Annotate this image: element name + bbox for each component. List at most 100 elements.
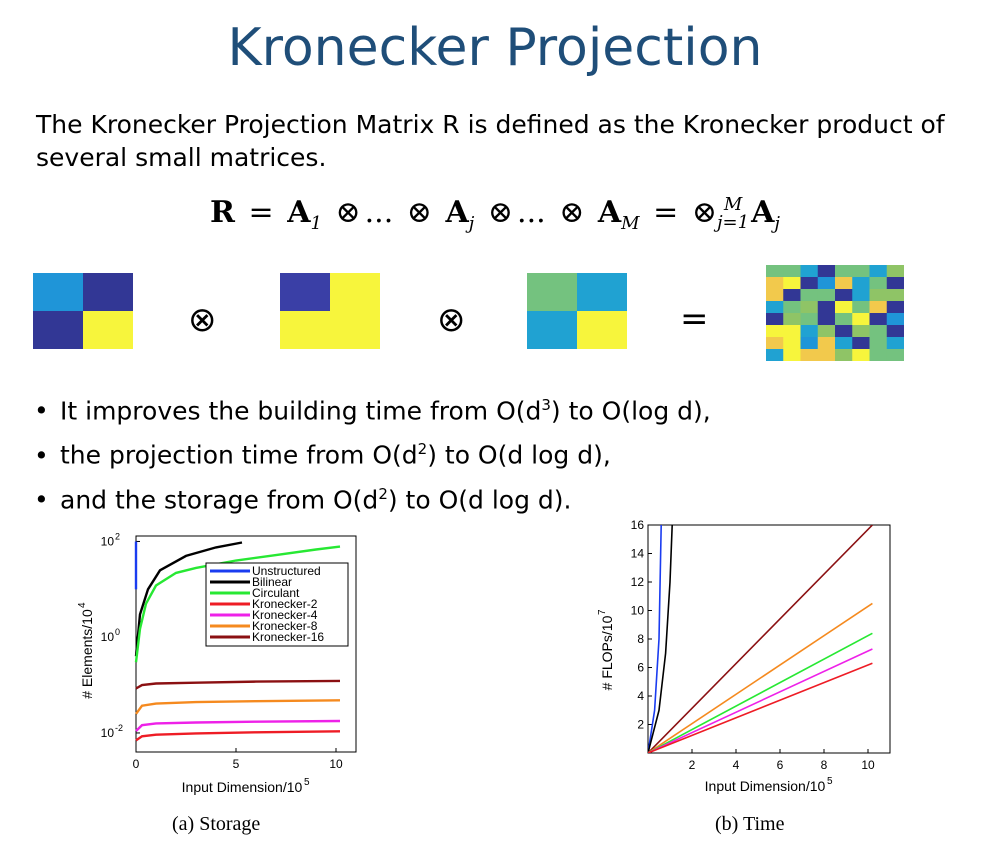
y-tick-label: 10	[101, 726, 115, 740]
result-cell	[817, 313, 836, 326]
y-axis-label-exponent: 4	[77, 602, 88, 608]
x-tick-label: 6	[777, 758, 784, 772]
series-line	[135, 679, 341, 690]
series-line	[648, 602, 873, 753]
matrix-a1	[33, 273, 133, 349]
formula-sub-m: M	[621, 213, 640, 234]
result-cell	[783, 337, 801, 350]
result-cell	[817, 301, 836, 314]
result-cell	[869, 325, 888, 338]
result-cell	[783, 265, 801, 278]
result-cell	[766, 277, 784, 290]
formula-dots-2: ...	[517, 195, 546, 230]
matrix-r	[766, 265, 904, 361]
series-line	[648, 525, 873, 753]
result-cell	[835, 277, 853, 290]
formula-otimes-big: ⊗	[691, 195, 717, 230]
bullet-text: the projection time from O(d	[60, 440, 418, 470]
result-cell	[817, 325, 836, 338]
matrix-a2	[280, 273, 380, 349]
result-cell	[766, 337, 784, 350]
series-line	[648, 632, 873, 753]
x-tick-label: 0	[133, 757, 140, 771]
result-cell	[869, 349, 888, 361]
result-cell	[886, 265, 904, 278]
legend-label: Kronecker-8	[252, 619, 318, 633]
result-cell	[817, 349, 836, 361]
result-cell	[817, 277, 836, 290]
legend-label: Circulant	[252, 586, 300, 600]
bullet-text: and the storage from O(d	[60, 484, 379, 514]
y-axis-label: # Elements/10	[79, 609, 95, 699]
x-axis-label-exponent: 5	[304, 777, 310, 788]
result-cell	[886, 349, 904, 361]
matrix-a3-cell	[527, 273, 577, 311]
result-cell	[817, 265, 836, 278]
result-cell	[869, 337, 888, 350]
y-tick-label: 6	[637, 661, 644, 675]
result-cell	[783, 289, 801, 302]
time-chart: 2 4 6 8 10 2 4 6 8 10 12 14 16 Input Dimension/10 5 # F…	[597, 518, 891, 794]
y-tick-exponent: 0	[115, 627, 120, 637]
result-cell	[800, 277, 819, 290]
result-cell	[766, 301, 784, 314]
result-cell	[869, 301, 888, 314]
bullet-list: • It improves the building time from O(d3…	[34, 386, 711, 519]
y-tick-label: 10	[631, 604, 645, 618]
series-line	[648, 648, 873, 753]
bullet-exponent: 3	[541, 396, 551, 414]
result-cell	[886, 277, 904, 290]
series-line	[134, 545, 341, 663]
bullet-item: • the projection time from O(d2) to O(d l…	[34, 430, 711, 474]
matrix-a2-cell	[280, 273, 330, 311]
result-cell	[817, 289, 836, 302]
y-tick-label: 14	[631, 547, 645, 561]
matrix-a2-cell	[280, 311, 330, 349]
series-line	[135, 699, 341, 715]
formula-otimes-1: ⊗	[335, 195, 361, 230]
result-cell	[783, 349, 801, 361]
bullet-dot: •	[34, 484, 49, 514]
y-tick-label: 16	[631, 518, 645, 532]
result-cell	[886, 313, 904, 326]
y-tick-exponent: 2	[115, 531, 120, 541]
result-cell	[835, 289, 853, 302]
plot-frame	[647, 524, 891, 754]
result-cell	[886, 289, 904, 302]
x-tick-label: 2	[689, 758, 696, 772]
matrix-a2-cell	[330, 273, 380, 311]
series-line	[135, 730, 341, 742]
result-cell	[800, 325, 819, 338]
formula-sub-1: 1	[310, 213, 322, 234]
legend-label: Bilinear	[252, 575, 292, 589]
formula-a-1: A	[287, 195, 311, 230]
y-tick-label: 8	[637, 632, 644, 646]
y-tick-label: 4	[637, 689, 644, 703]
formula-sub-final: j	[774, 213, 780, 234]
result-cell	[800, 349, 819, 361]
x-axis-label: Input Dimension/10	[182, 779, 303, 795]
formula-limit-upper: M	[723, 194, 743, 215]
result-cell	[852, 289, 870, 302]
y-tick-label: 2	[637, 718, 644, 732]
legend-label: Kronecker-4	[252, 608, 318, 622]
y-axis-label-group: # Elements/104	[77, 602, 95, 699]
matrix-a1-cell	[83, 273, 133, 311]
bullet-text-end: ) to O(log d),	[550, 396, 711, 426]
slide-title: Kronecker Projection	[227, 18, 763, 78]
intro-text: The Kronecker Projection Matrix R is def…	[36, 110, 945, 172]
result-cell	[766, 349, 784, 361]
result-cell	[800, 265, 819, 278]
formula-sub-j: j	[468, 213, 475, 234]
y-tick-label: 10	[101, 534, 115, 548]
x-tick-label: 5	[233, 757, 240, 771]
x-tick-label: 8	[821, 758, 828, 772]
x-tick-label: 10	[861, 758, 875, 772]
bullet-exponent: 2	[417, 440, 428, 459]
kronecker-symbol-2: ⊗	[437, 300, 466, 340]
result-cell	[817, 337, 836, 350]
series-line	[134, 541, 243, 657]
x-axis-label-exponent: 5	[827, 776, 833, 787]
matrix-a1-cell	[33, 311, 83, 349]
